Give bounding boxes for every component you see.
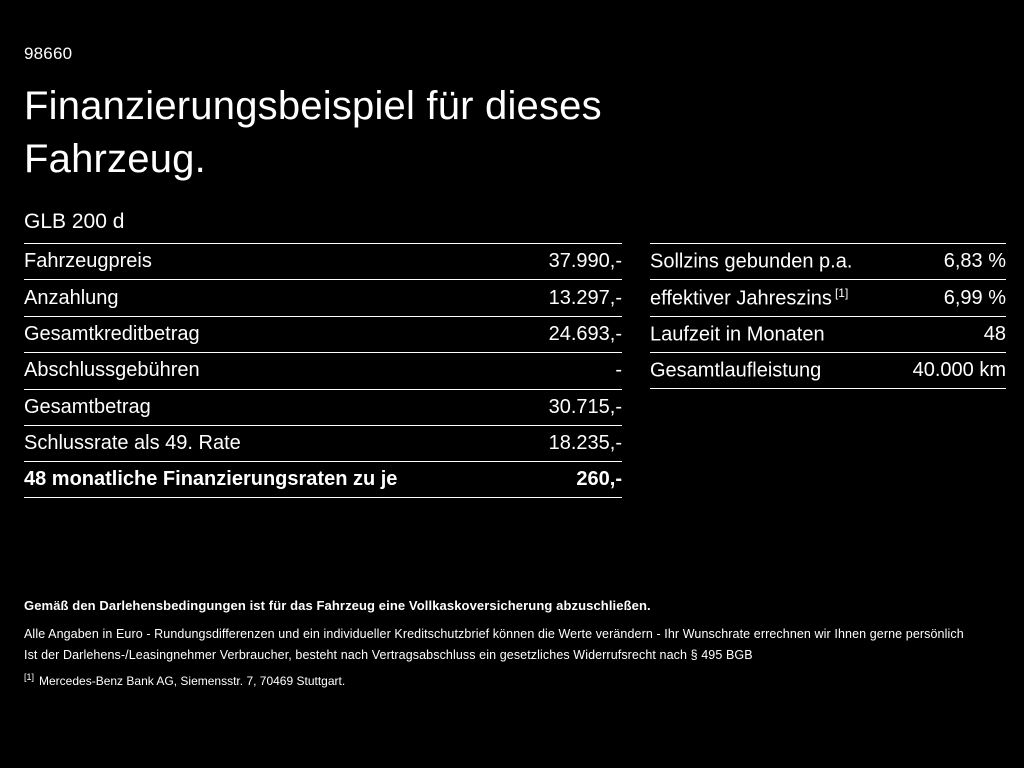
row-label: 48 monatliche Finanzierungsraten zu je: [24, 468, 398, 491]
table-row: Sollzins gebunden p.a. 6,83 %: [650, 243, 1006, 279]
row-label: Sollzins gebunden p.a.: [650, 251, 853, 274]
footnote-insurance: Gemäß den Darlehensbedingungen ist für d…: [24, 598, 651, 613]
row-value: 6,99 %: [943, 286, 1006, 309]
footnote-marker: [1]: [834, 285, 849, 300]
table-row: effektiver Jahreszins [1] 6,99 %: [650, 279, 1006, 315]
page-title: Finanzierungsbeispiel für dieses Fahrzeu…: [24, 80, 602, 186]
row-value: 6,83 %: [943, 250, 1006, 273]
row-value: -: [615, 359, 622, 382]
table-row: Gesamtkreditbetrag 24.693,-: [24, 315, 622, 352]
financing-table-left: Fahrzeugpreis 37.990,- Anzahlung 13.297,…: [24, 243, 622, 498]
table-row: Fahrzeugpreis 37.990,-: [24, 243, 622, 279]
table-row: Gesamtbetrag 30.715,-: [24, 388, 622, 425]
page-title-line1: Finanzierungsbeispiel für dieses: [24, 84, 602, 128]
table-row: Abschlussgebühren -: [24, 352, 622, 388]
row-label: Fahrzeugpreis: [24, 250, 152, 273]
row-value: 18.235,-: [548, 432, 622, 455]
footnote-disclaimer-1: Alle Angaben in Euro - Rundungsdifferenz…: [24, 627, 964, 641]
row-value: 40.000 km: [912, 358, 1006, 381]
vehicle-model: GLB 200 d: [24, 210, 125, 233]
row-label: Gesamtbetrag: [24, 395, 151, 418]
footnote-bank: [1] Mercedes-Benz Bank AG, Siemensstr. 7,…: [24, 672, 1004, 688]
footnotes: Gemäß den Darlehensbedingungen ist für d…: [24, 598, 1004, 688]
footnote-bank-text: Mercedes-Benz Bank AG, Siemensstr. 7, 70…: [39, 674, 346, 688]
row-value: 37.990,-: [548, 250, 622, 273]
row-label: Laufzeit in Monaten: [650, 323, 825, 346]
row-value: 30.715,-: [548, 395, 622, 418]
offer-code: 98660: [24, 44, 73, 63]
row-label: Schlussrate als 49. Rate: [24, 432, 241, 455]
page-title-line2: Fahrzeug.: [24, 137, 206, 181]
table-row-monthly-rate: 48 monatliche Finanzierungsraten zu je 2…: [24, 461, 622, 498]
footnote-bank-marker: [1]: [24, 672, 35, 682]
row-value: 24.693,-: [548, 322, 622, 345]
table-row: Gesamtlaufleistung 40.000 km: [650, 352, 1006, 389]
row-label: Gesamtlaufleistung: [650, 359, 822, 382]
row-label: Anzahlung: [24, 286, 119, 309]
row-value: 260,-: [576, 468, 622, 491]
row-label: Gesamtkreditbetrag: [24, 322, 200, 345]
row-label: effektiver Jahreszins [1]: [650, 285, 849, 310]
table-row: Schlussrate als 49. Rate 18.235,-: [24, 424, 622, 461]
financing-table-right: Sollzins gebunden p.a. 6,83 % effektiver…: [650, 243, 1006, 389]
table-row: Laufzeit in Monaten 48: [650, 315, 1006, 352]
footnote-disclaimer-2: Ist der Darlehens-/Leasingnehmer Verbrau…: [24, 648, 753, 662]
row-value: 13.297,-: [548, 286, 622, 309]
row-label: Abschlussgebühren: [24, 359, 200, 382]
row-value: 48: [983, 322, 1006, 345]
table-row: Anzahlung 13.297,-: [24, 279, 622, 315]
